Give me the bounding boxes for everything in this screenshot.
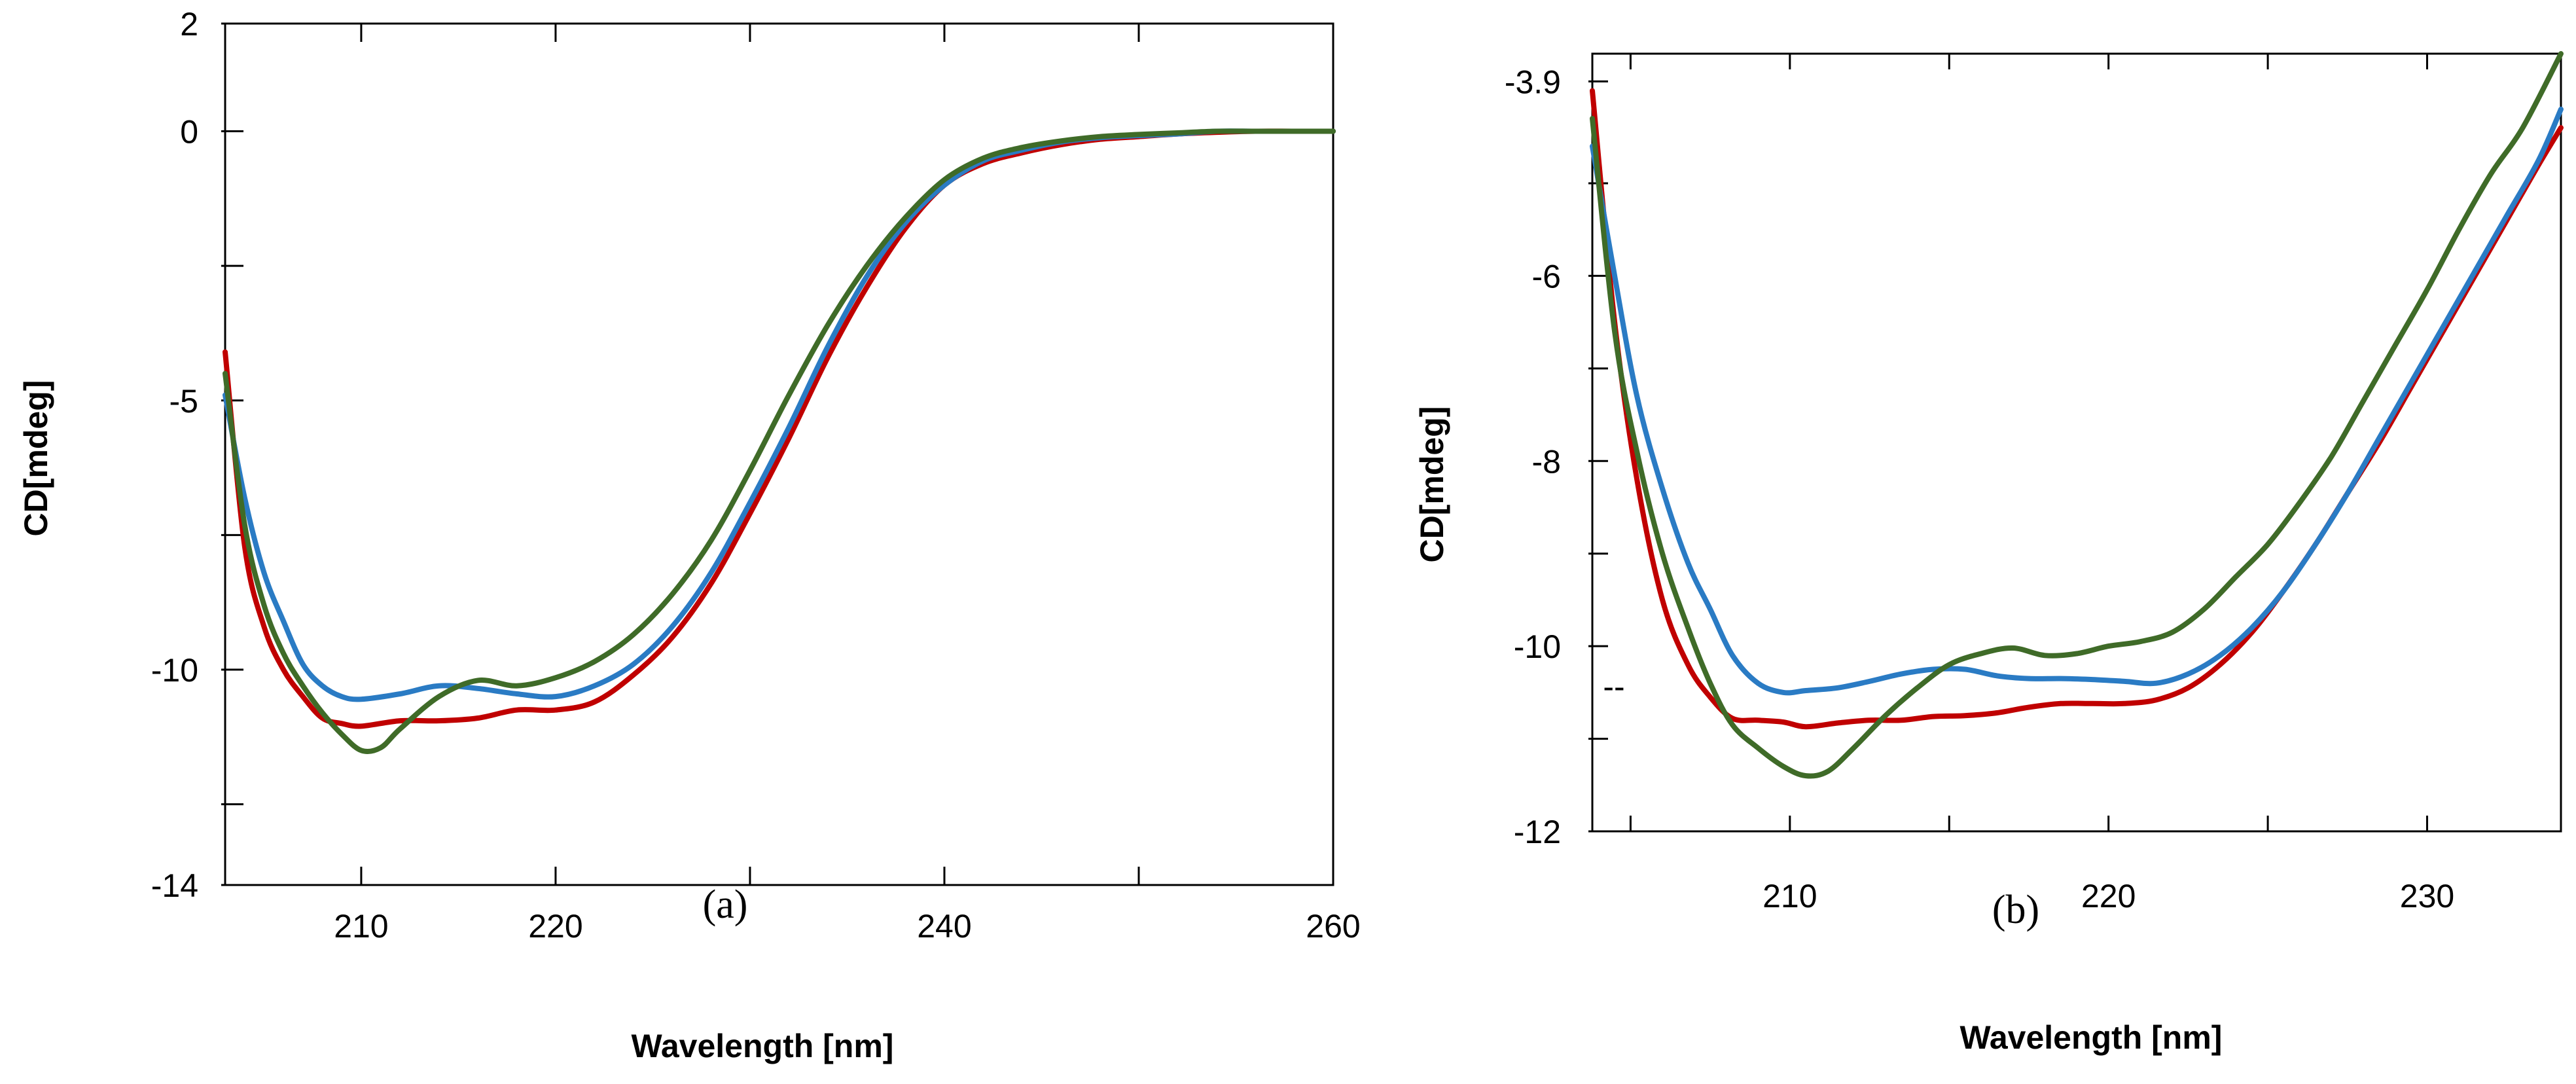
panel-b-x-tick-label: 230	[2400, 878, 2454, 914]
panel-a-x-tick-label: 260	[1306, 908, 1360, 945]
panel-b-series-red	[1590, 88, 2564, 730]
panel-b-series-blue	[1590, 106, 2564, 696]
panel-b: 210 220 230 -3.9 -6 -8 -10 -12 -- (b) Waveleng…	[1414, 51, 2564, 1056]
panel-a-x-tick-label: 240	[917, 908, 971, 945]
panel-b-y-tick-label: -6	[1532, 258, 1561, 295]
panel-a-y-tick-label: -10	[151, 652, 198, 689]
panel-b-y-tick-label: -12	[1514, 814, 1561, 850]
panel-b-y-tick-label: -3.9	[1505, 63, 1561, 100]
panel-a-y-axis-title: CD[mdeg]	[18, 380, 54, 537]
panel-a-x-axis-title: Wavelength [nm]	[632, 1028, 894, 1064]
panel-a-y-tick-label: -5	[170, 383, 198, 420]
panel-b-stray-dash: --	[1603, 668, 1624, 705]
panel-a-series-red	[223, 128, 1336, 729]
panel-a-y-tick-label: 2	[180, 6, 198, 43]
panel-b-y-axis-title: CD[mdeg]	[1414, 406, 1450, 563]
panel-b-x-tick-label: 220	[2081, 878, 2136, 914]
panel-a-plot-frame	[224, 22, 1334, 886]
panel-a-label: (a)	[703, 882, 748, 927]
panel-a: 210 220 240 260 2 0 -5 -10 -14 (a) Wavelength […	[18, 6, 1361, 1064]
panel-b-label: (b)	[1992, 888, 2039, 932]
panel-b-x-tick-label: 210	[1762, 878, 1817, 914]
panel-b-plot-frame	[1591, 52, 2562, 833]
panel-b-series-green	[1590, 51, 2564, 779]
panel-a-y-tick-label: -14	[151, 867, 198, 904]
panel-b-y-tick-label: -10	[1514, 628, 1561, 665]
panel-a-x-tick-label: 220	[528, 908, 582, 945]
panel-a-series-green	[223, 128, 1336, 755]
panel-a-y-tick-label: 0	[180, 114, 198, 151]
panel-a-x-tick-label: 210	[334, 908, 388, 945]
panel-b-y-tick-label: -8	[1532, 443, 1561, 480]
panel-b-x-axis-title: Wavelength [nm]	[1960, 1019, 2223, 1056]
